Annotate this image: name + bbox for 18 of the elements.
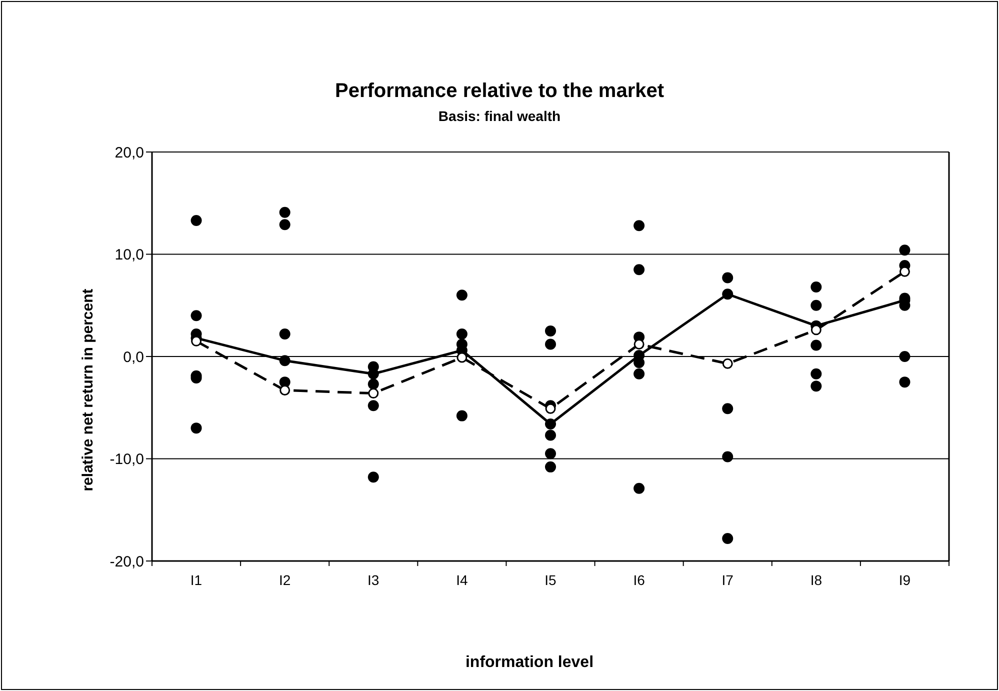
x-tick-label: I6 — [633, 572, 646, 588]
y-tick-label: -10,0 — [110, 451, 144, 468]
x-tick-label: I3 — [368, 572, 380, 588]
y-tick-label: 20,0 — [114, 144, 144, 162]
x-tick-label: I5 — [544, 572, 557, 588]
y-tick-label: -20,0 — [110, 553, 144, 570]
y-axis-title: relative net return in percent — [80, 288, 96, 492]
chart-subtitle: Basis: final wealth — [437, 108, 562, 124]
x-tick-label: I1 — [190, 572, 202, 588]
x-tick-label: I4 — [456, 572, 468, 588]
chart-title: Performance relative to the market — [334, 80, 666, 103]
x-axis-title: information level — [464, 654, 595, 672]
x-tick-label: I2 — [278, 572, 291, 588]
x-tick-label: I7 — [722, 572, 734, 588]
y-tick-label: 0,0 — [123, 348, 144, 366]
y-tick-label: 10,0 — [114, 246, 144, 264]
x-tick-label: I8 — [810, 572, 822, 588]
x-tick-label: I9 — [898, 572, 911, 588]
